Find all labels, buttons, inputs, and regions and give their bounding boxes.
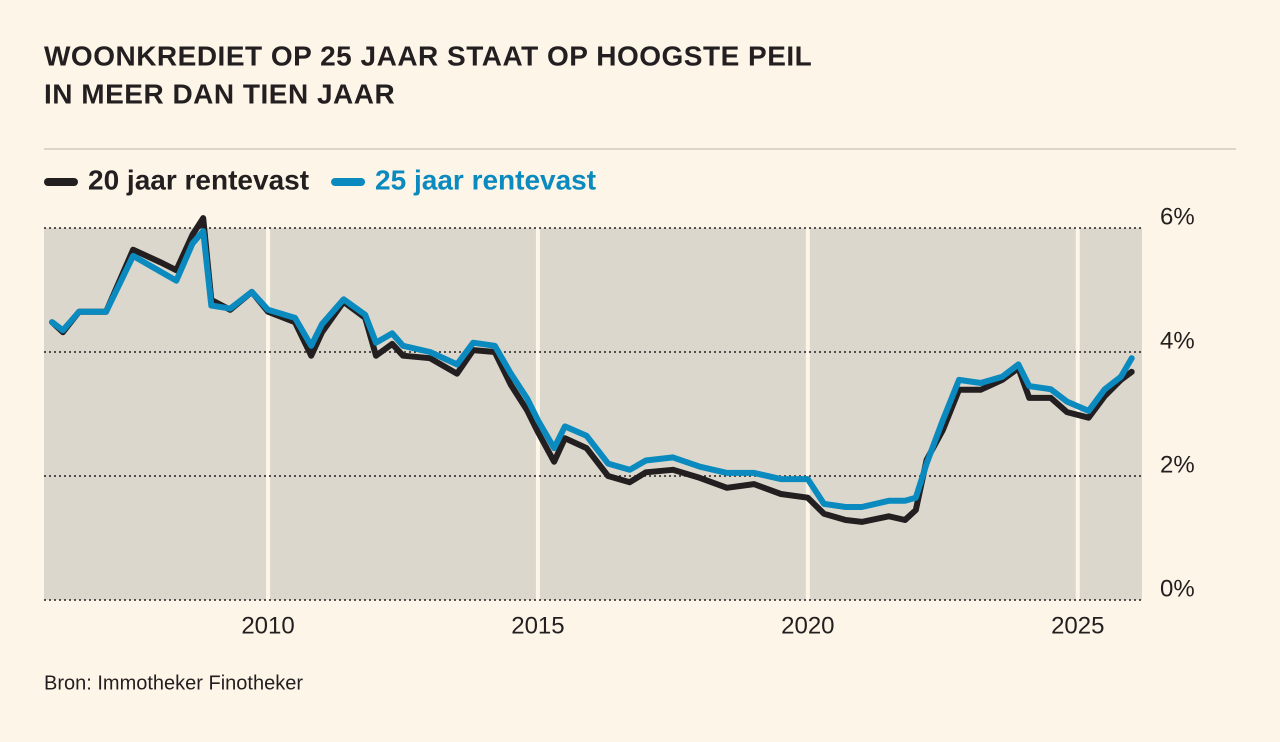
legend-label: 20 jaar rentevast [88,164,309,195]
legend-label: 25 jaar rentevast [375,164,596,195]
y-tick-label: 6% [1160,203,1195,230]
plot-area [44,228,1142,600]
y-tick-label: 4% [1160,327,1195,354]
source: Bron: Immotheker Finotheker [44,672,303,694]
x-tick-label: 2025 [1051,612,1104,639]
y-tick-label: 0% [1160,575,1195,602]
series-line [49,228,1135,510]
x-tick-label: 2020 [781,612,834,639]
x-tick-label: 2010 [241,612,294,639]
chart-title: WOONKREDIET OP 25 JAAR STAAT OP HOOGSTE … [44,40,812,71]
x-tick-label: 2015 [511,612,564,639]
y-tick-label: 2% [1160,451,1195,478]
chart-title: IN MEER DAN TIEN JAAR [44,78,395,109]
